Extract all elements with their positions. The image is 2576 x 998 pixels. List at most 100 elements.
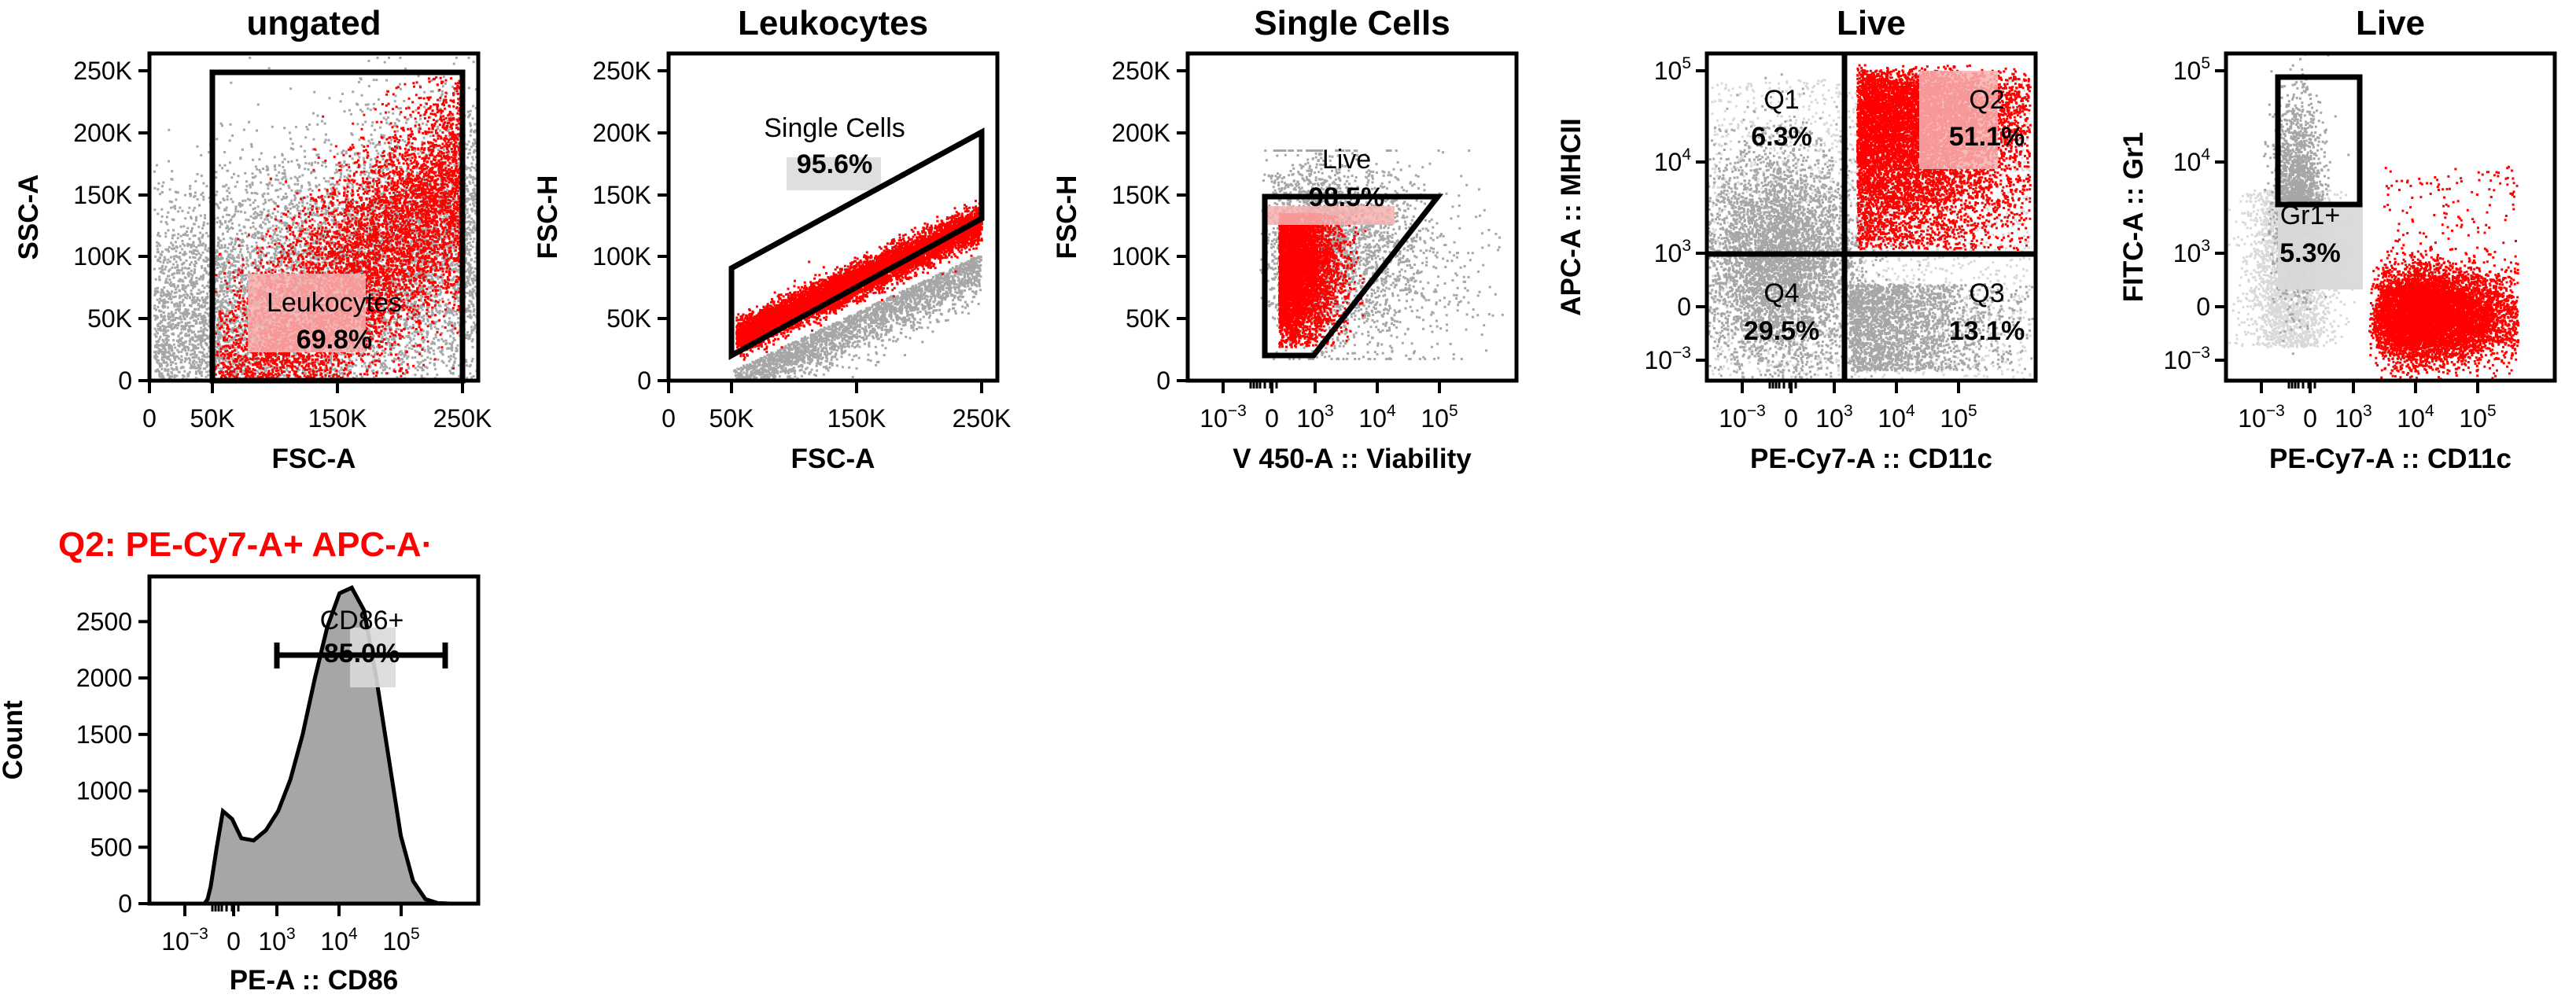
p5-xticks-label-0: 10−3 bbox=[2238, 402, 2285, 433]
panel-5-xlabel: PE-Cy7-A :: CD11c bbox=[2269, 444, 2512, 474]
panel-ungated: ungated Leukocytes 69.8% 0 50K 100K 150K… bbox=[13, 4, 492, 474]
panel-5-title: Live bbox=[2356, 4, 2425, 42]
cd86-gate-name: CD86+ bbox=[320, 606, 404, 635]
panel-2-xticks: 0 50K 150K 250K bbox=[662, 381, 1011, 433]
p6-ytick-label-3: 1500 bbox=[76, 720, 132, 749]
p3-ytick-0: 0 bbox=[1156, 366, 1170, 395]
sc1-gray-dots bbox=[153, 57, 478, 381]
panel-single-cells: Single Cells Live 98.5% 0 50K 100K 150K … bbox=[1052, 4, 1519, 474]
panel-4-frame bbox=[1704, 51, 2038, 383]
p1-xtick-1: 50K bbox=[190, 404, 235, 433]
scatter-leukocytes-gray bbox=[733, 255, 982, 381]
panel-3-yticks: 0 50K 100K 150K 200K 250K bbox=[1111, 57, 1188, 395]
p6-ytick-label-4: 2000 bbox=[76, 664, 132, 692]
p4-yticks-label-0: 10−3 bbox=[1644, 344, 1691, 374]
q2-name: Q2 bbox=[1969, 85, 2004, 115]
panel-3-xlabel: V 450-A :: Viability bbox=[1233, 444, 1472, 474]
p2-xtick-0: 0 bbox=[662, 404, 676, 433]
panel-5-yticks: 10−3 0 103 104 105 bbox=[2163, 54, 2226, 374]
p5-xticks-label-3: 104 bbox=[2397, 402, 2434, 433]
gr1-label-box bbox=[2278, 203, 2363, 289]
p3-ytick-1: 50K bbox=[1126, 304, 1170, 333]
sc4-gray-dots bbox=[1848, 283, 2036, 372]
leukocytes-gate-percent: 69.8% bbox=[297, 325, 372, 355]
single-cells-gate-percent: 95.6% bbox=[797, 149, 872, 179]
p3-xticks-label-4: 105 bbox=[1421, 402, 1458, 433]
p1-ytick-4: 200K bbox=[73, 119, 132, 147]
p3-xticks-label-1: 0 bbox=[1265, 404, 1279, 433]
p1-ytick-5: 250K bbox=[73, 57, 132, 85]
p4-xticks-label-0: 10−3 bbox=[1719, 402, 1766, 433]
sc5-red-dots bbox=[2368, 208, 2519, 381]
p2-ytick-4: 200K bbox=[592, 119, 651, 147]
p2-ytick-3: 150K bbox=[592, 181, 651, 209]
live-gate-name: Live bbox=[1322, 145, 1371, 175]
q4-percent: 29.5% bbox=[1744, 316, 1819, 346]
sc4-light-dots bbox=[1711, 79, 2032, 380]
p6-xticks-label-4: 105 bbox=[382, 925, 419, 956]
gr1-gate-percent: 5.3% bbox=[2279, 238, 2341, 268]
panel-3-frame bbox=[1185, 51, 1519, 383]
panel-5-frame bbox=[2224, 51, 2557, 383]
panel-1-yticks: 0 50K 100K 150K 200K 250K bbox=[73, 57, 149, 395]
cd86-gate-percent: 85.0% bbox=[324, 639, 400, 668]
single-cells-gate bbox=[728, 127, 985, 360]
p4-yticks-label-4: 105 bbox=[1654, 54, 1691, 85]
p6-xticks-label-2: 103 bbox=[258, 925, 295, 956]
p4-xticks-label-2: 103 bbox=[1815, 402, 1852, 433]
leukocytes-gate-name: Leukocytes bbox=[267, 288, 402, 318]
live-gate bbox=[1262, 193, 1444, 359]
q2-label-box bbox=[1919, 71, 1998, 169]
p3-ytick-3: 150K bbox=[1111, 181, 1170, 209]
p2-ytick-5: 250K bbox=[592, 57, 651, 85]
q3-name: Q3 bbox=[1969, 278, 2004, 308]
p2-ytick-1: 50K bbox=[606, 304, 651, 333]
panel-5-xticks: 10−3 0 103 104 105 bbox=[2238, 381, 2497, 433]
panel-leukocytes: Leukocytes Single Cells 95.6% 0 50K 100K… bbox=[533, 4, 1011, 474]
p4-xticks-label-3: 104 bbox=[1878, 402, 1915, 433]
panel-3-ylabel: FSC-H bbox=[1052, 175, 1082, 260]
panel-2-ylabel: FSC-H bbox=[533, 175, 563, 260]
panel-2-frame bbox=[666, 51, 1000, 383]
sc4-gray-dots bbox=[1707, 73, 1949, 381]
scatter-gr1-red bbox=[2368, 165, 2519, 381]
sc1-red-dots bbox=[214, 75, 463, 381]
p5-xticks-label-1: 0 bbox=[2303, 404, 2317, 433]
panel-6-xticks: 10−3 0 103 104 105 bbox=[161, 904, 420, 956]
p6-ytick-label-0: 0 bbox=[118, 889, 132, 918]
single-cells-gate-name: Single Cells bbox=[764, 113, 905, 143]
panel-6-xlabel: PE-A :: CD86 bbox=[230, 965, 399, 996]
p2-ytick-0: 0 bbox=[637, 366, 651, 395]
p6-ytick-label-2: 1000 bbox=[76, 777, 132, 805]
q4-name: Q4 bbox=[1763, 278, 1799, 308]
p6-xticks-label-0: 10−3 bbox=[161, 925, 208, 956]
p1-xtick-2: 150K bbox=[308, 404, 367, 433]
scatter-ungated-gray bbox=[153, 57, 478, 381]
gr1-gate bbox=[2275, 74, 2363, 208]
q1-name: Q1 bbox=[1763, 85, 1799, 115]
scatter-live-light bbox=[1711, 79, 2032, 380]
sc2-gray-dots bbox=[733, 255, 982, 381]
p1-ytick-0: 0 bbox=[118, 366, 132, 395]
p2-xtick-2: 150K bbox=[827, 404, 886, 433]
p5-xticks-label-4: 105 bbox=[2459, 402, 2496, 433]
panel-4-ylabel: APC-A :: MHCII bbox=[1556, 118, 1587, 315]
p2-xtick-1: 50K bbox=[709, 404, 754, 433]
p1-xtick-0: 0 bbox=[142, 404, 157, 433]
p3-ytick-4: 200K bbox=[1111, 119, 1170, 147]
p4-yticks-label-2: 103 bbox=[1654, 237, 1691, 267]
sc5-red-dots bbox=[2383, 165, 2519, 308]
leukocytes-label-box bbox=[248, 274, 366, 352]
p5-yticks-label-2: 103 bbox=[2173, 237, 2210, 267]
panel-6-yticks: 0 500 1000 1500 2000 2500 bbox=[76, 607, 149, 918]
scatter-live-gray bbox=[1707, 73, 2036, 381]
panel-2-xlabel: FSC-A bbox=[791, 444, 875, 474]
cd86-gate bbox=[274, 643, 448, 668]
p1-ytick-2: 100K bbox=[73, 242, 132, 271]
p3-xticks-label-3: 104 bbox=[1358, 402, 1396, 433]
p5-xticks-label-2: 103 bbox=[2335, 402, 2371, 433]
p5-yticks-label-3: 104 bbox=[2173, 145, 2211, 176]
sc3-red-dots bbox=[1278, 212, 1367, 348]
p3-xticks-label-0: 10−3 bbox=[1200, 402, 1247, 433]
panel-2-title: Leukocytes bbox=[738, 4, 928, 42]
